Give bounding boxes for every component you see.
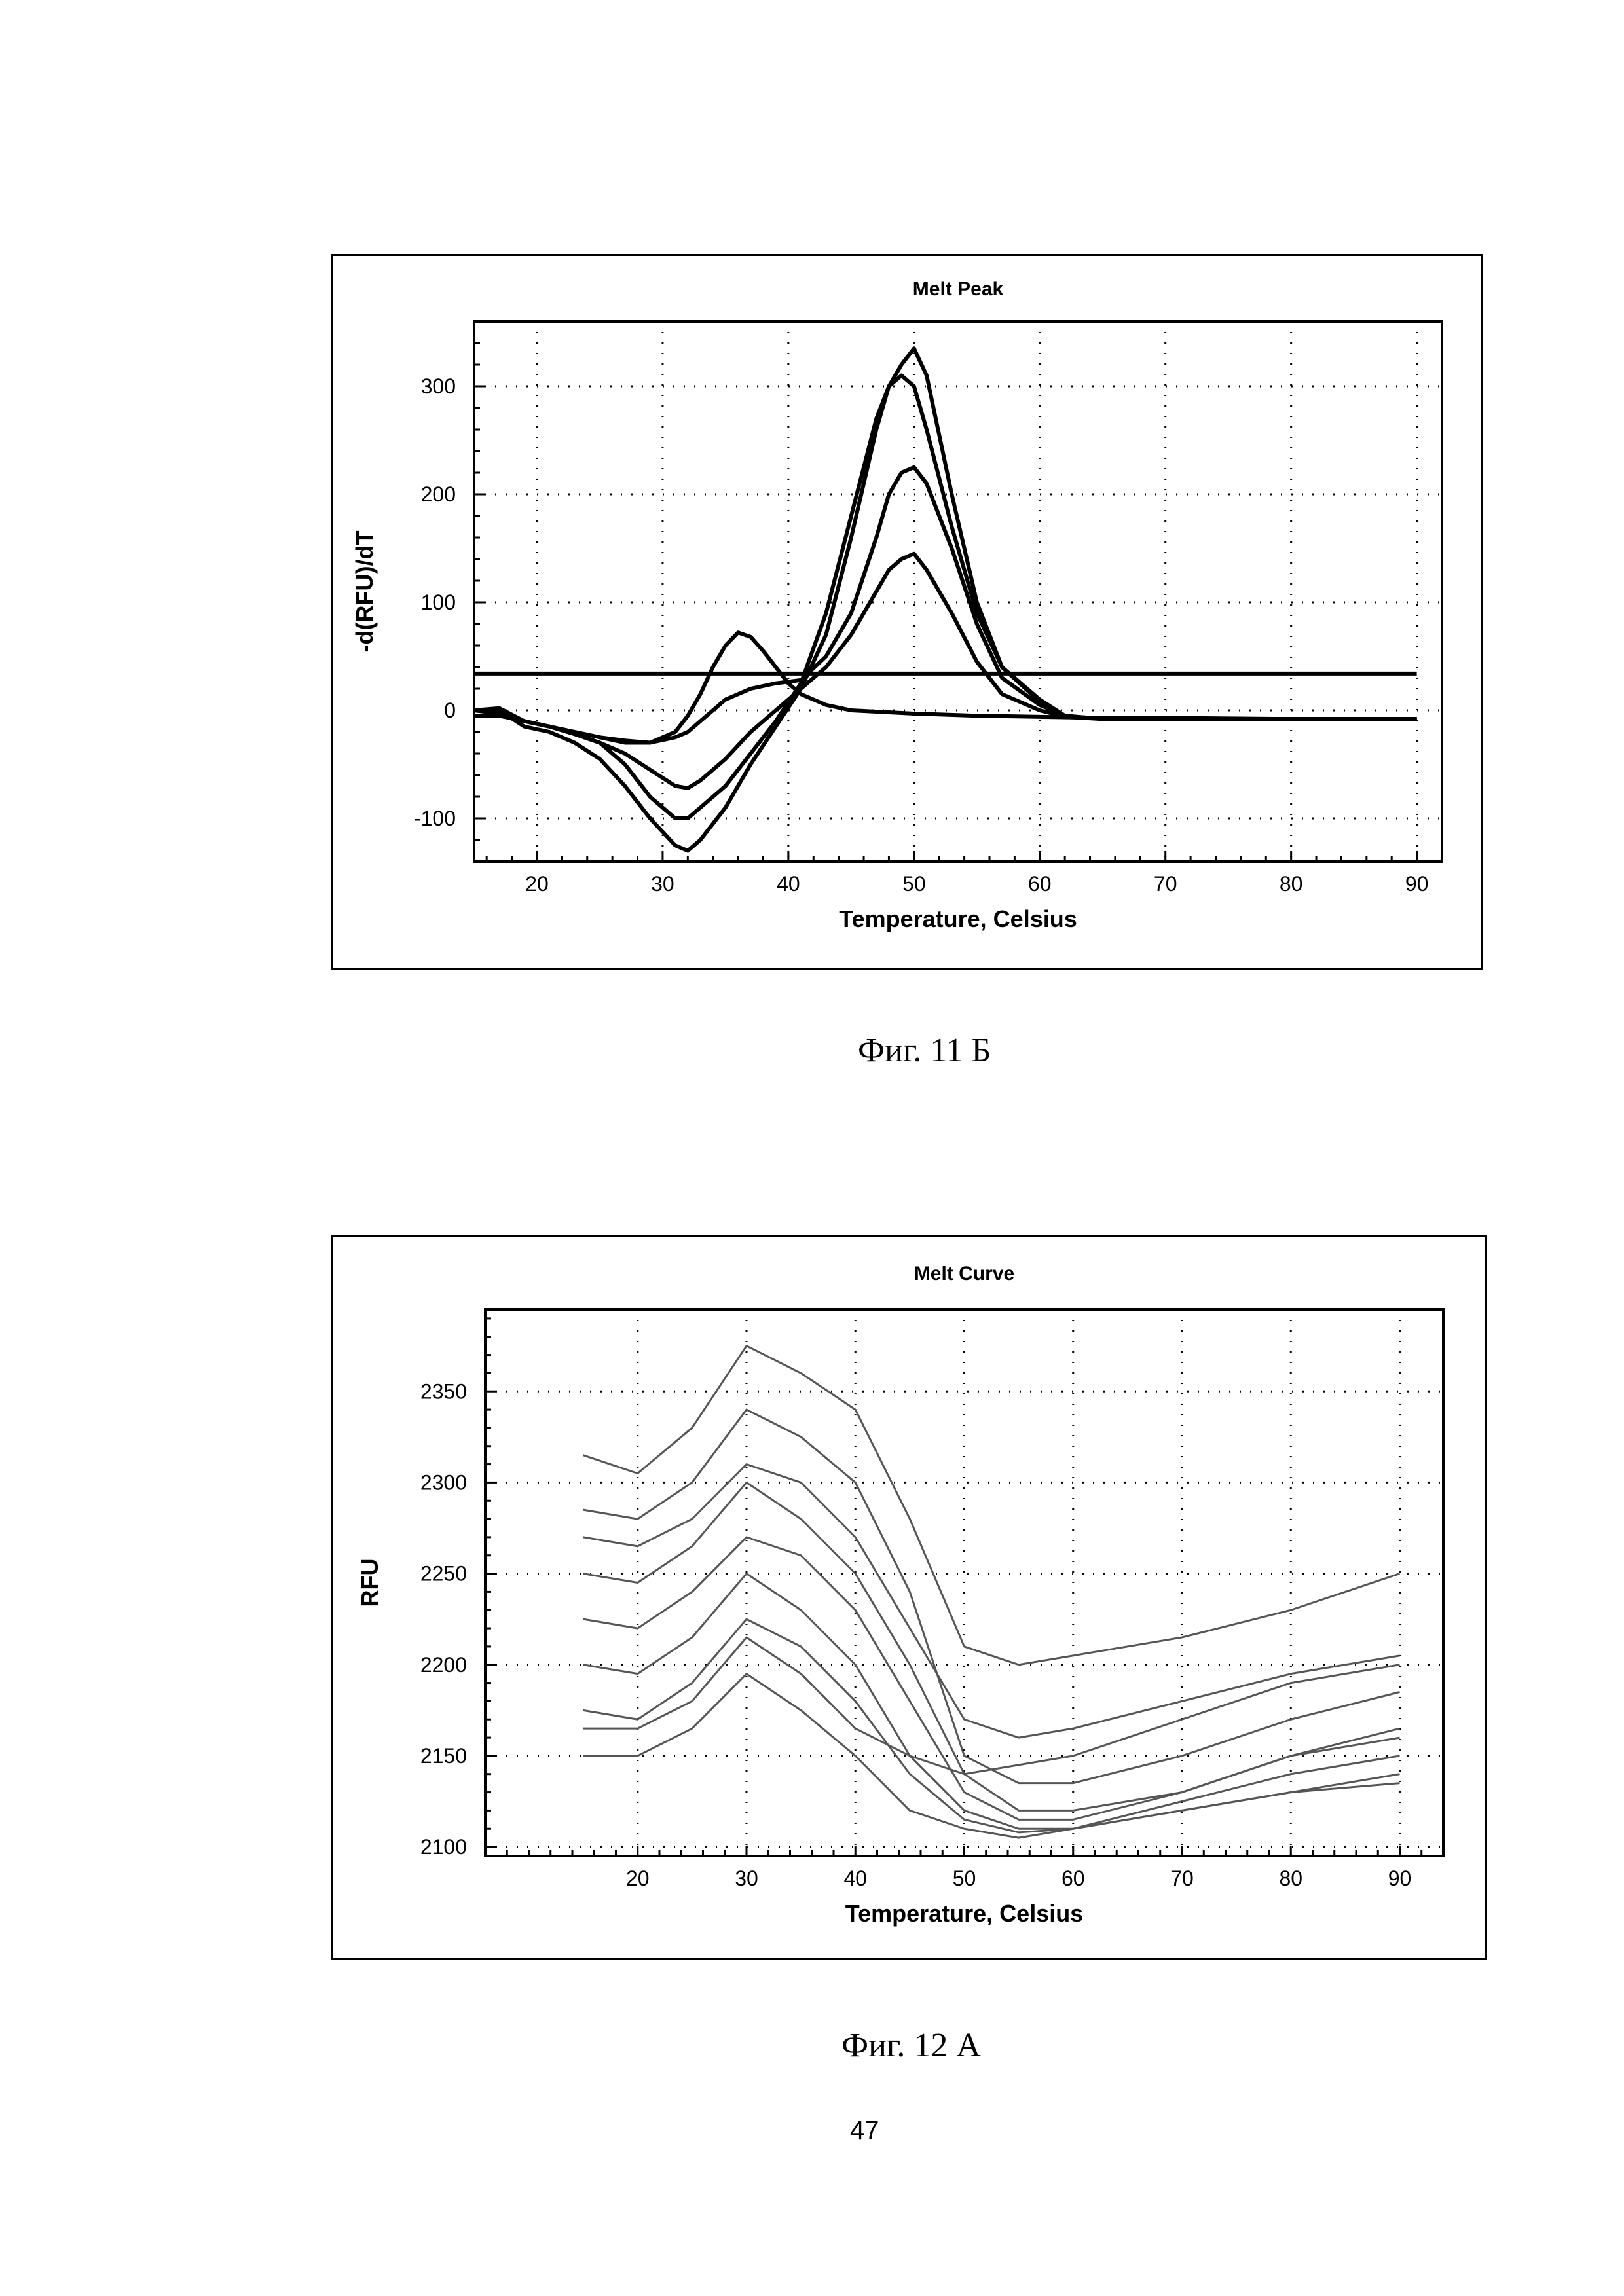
x-tick-label: 20 [525,872,549,896]
x-tick-label: 30 [735,1867,758,1890]
y-tick-label: 100 [421,591,456,614]
y-tick-label: 2200 [420,1653,467,1677]
y-tick-label: 2100 [420,1835,467,1859]
y-tick-label: -100 [414,807,456,830]
y-tick-label: 200 [421,483,456,506]
x-tick-label: 80 [1280,872,1303,896]
x-tick-label: 80 [1279,1867,1302,1890]
series-line-1 [474,376,1417,819]
x-tick-label: 70 [1154,872,1177,896]
x-tick-label: 90 [1388,1867,1412,1890]
series-line-8 [583,1637,1400,1774]
x-tick-label: 30 [651,872,674,896]
x-tick-label: 60 [1061,1867,1085,1890]
y-tick-label: 2150 [420,1744,467,1768]
melt-peak-svg: Melt Peak 20 30 40 50 60 70 80 90 -100 0 100 200 300 T… [333,256,1481,968]
y-axis-label: RFU [356,1559,383,1607]
x-tick-label: 60 [1028,872,1052,896]
y-axis-label: -d(RFU)/dT [351,531,378,653]
series-line-5 [474,632,1417,742]
x-tick-label: 50 [953,1867,976,1890]
figure-caption: Фиг. 11 Б [858,1031,991,1070]
series-line-6 [583,1619,1400,1832]
melt-peak-chart: Melt Peak 20 30 40 50 60 70 80 90 -100 0 100 200 300 T… [331,254,1483,970]
x-tick-label: 40 [843,1867,867,1890]
series-line-9 [583,1465,1400,1738]
x-tick-label: 40 [777,872,800,896]
melt-curve-svg: Melt Curve 20 30 40 50 60 70 80 90 2100 2150 2200 22… [333,1237,1485,1958]
y-tick-label: 2300 [420,1470,467,1494]
x-tick-label: 20 [626,1867,650,1890]
y-tick-label: 2350 [420,1379,467,1403]
x-axis-label: Temperature, Celsius [839,905,1077,932]
y-tick-label: 2250 [420,1562,467,1586]
x-tick-label: 70 [1170,1867,1194,1890]
figure-caption: Фиг. 12 А [841,2026,981,2065]
x-tick-label: 50 [902,872,926,896]
x-tick-label: 90 [1405,872,1429,896]
x-axis-label: Temperature, Celsius [845,1900,1083,1927]
y-tick-label: 300 [421,374,456,398]
series-line-5 [583,1574,1400,1829]
page-number: 47 [850,2116,879,2145]
chart-title: Melt Peak [913,278,1004,300]
series-line-3 [474,554,1417,788]
y-tick-label: 0 [444,699,456,722]
melt-curve-chart: Melt Curve 20 30 40 50 60 70 80 90 2100 2150 2200 22… [331,1235,1487,1960]
series-line-2 [583,1410,1400,1783]
chart-title: Melt Curve [914,1263,1014,1285]
